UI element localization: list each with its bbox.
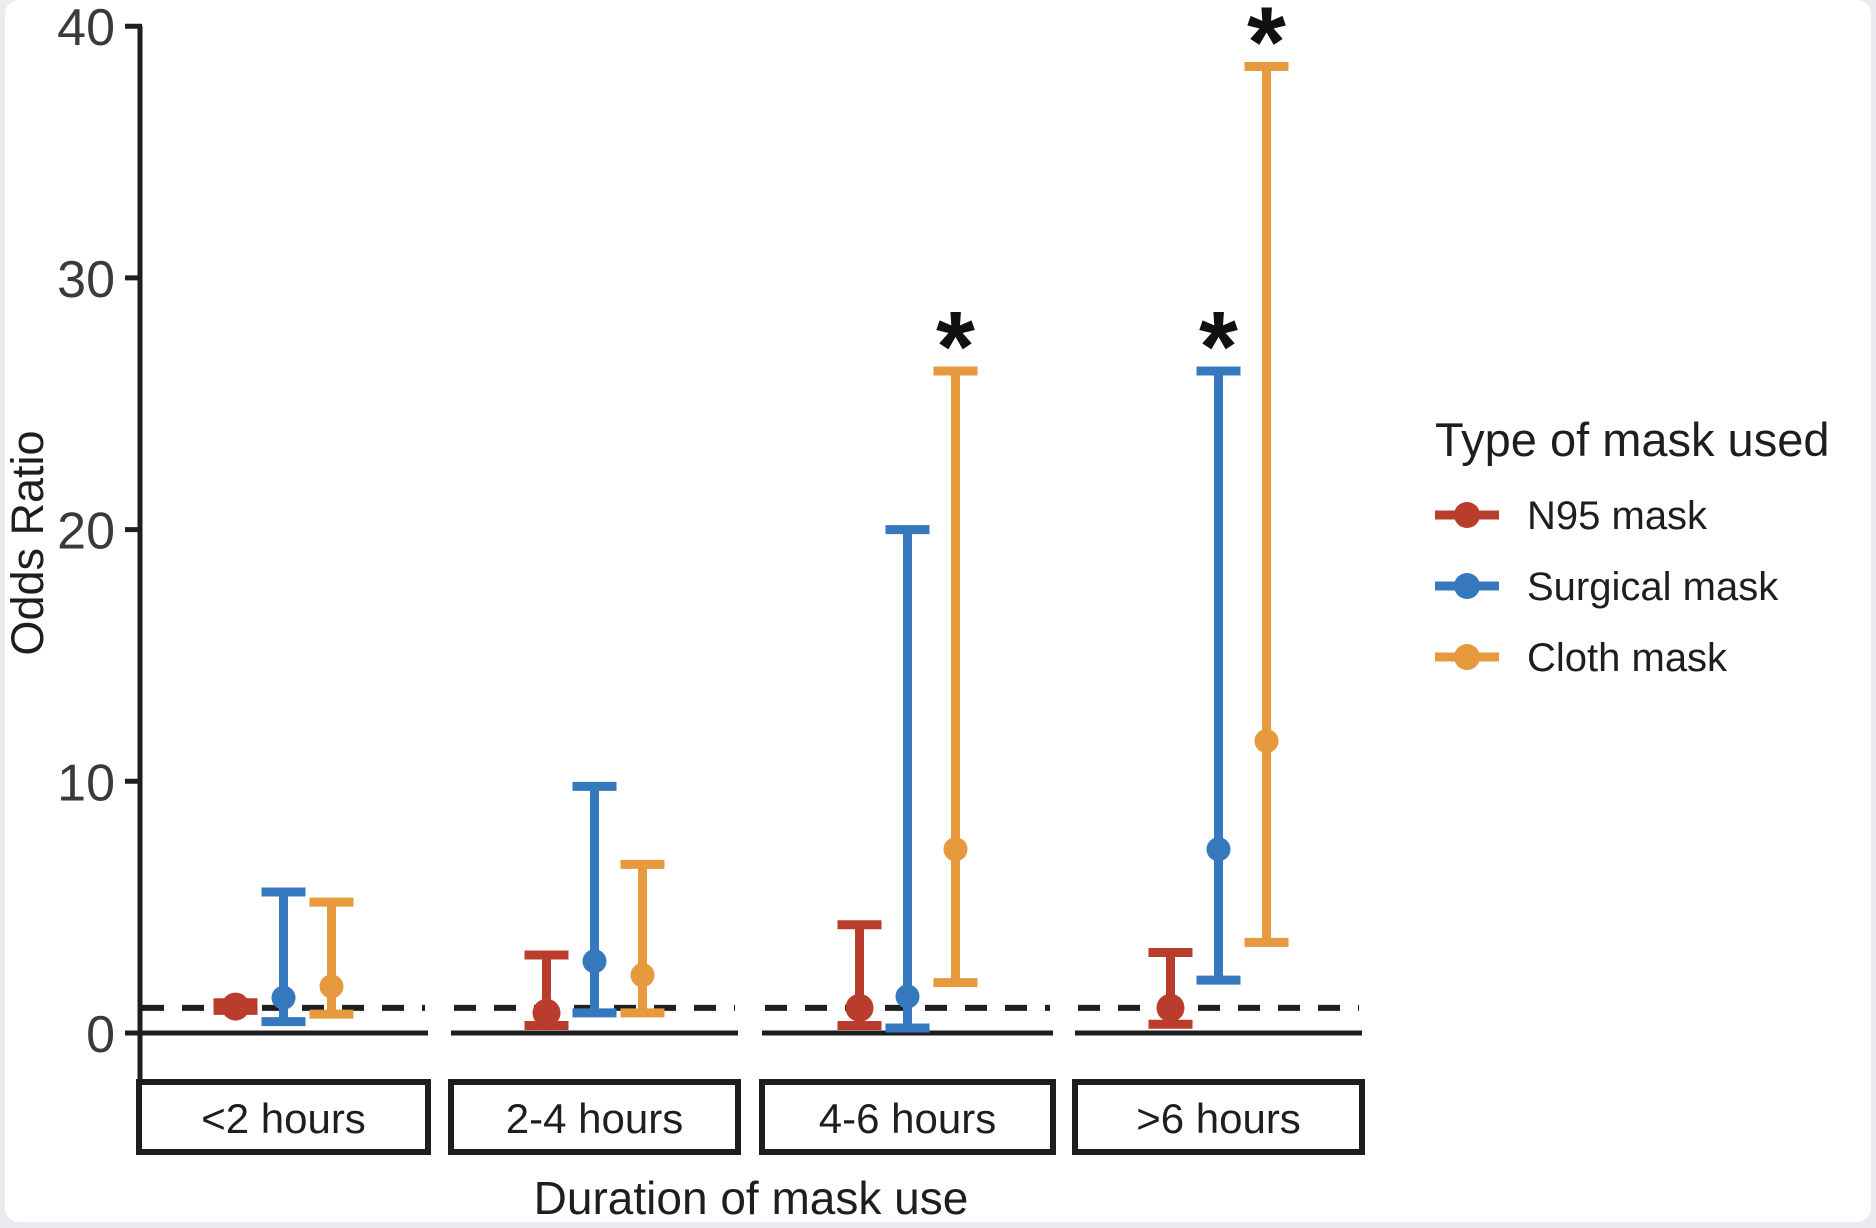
point-estimate-dot	[845, 993, 874, 1022]
point-estimate-dot	[221, 992, 250, 1021]
legend-item-label: N95 mask	[1527, 494, 1708, 538]
significance-asterisk: *	[1247, 0, 1286, 98]
significance-asterisk: *	[936, 291, 975, 403]
point-estimate-dot	[1206, 837, 1231, 862]
point-estimate-dot	[943, 837, 968, 862]
point-estimate-dot	[532, 998, 561, 1027]
point-estimate-dot	[319, 974, 344, 999]
facet-strip-label: >6 hours	[1136, 1095, 1301, 1142]
point-estimate-dot	[1156, 993, 1185, 1022]
legend-items: N95 mask Surgical mask Cloth mask	[1435, 494, 1779, 680]
facet-strip-label: 2-4 hours	[506, 1095, 683, 1142]
figure-card: <2 hours 2-4 hours 4-6 hours >6 hours 0 10 20…	[5, 0, 1871, 1224]
point-estimate-dot	[1254, 729, 1279, 754]
facet-strip-label: <2 hours	[201, 1095, 366, 1142]
y-axis-tick-label: 30	[57, 251, 115, 309]
legend-item-label: Surgical mask	[1527, 565, 1779, 609]
x-axis-title: Duration of mask use	[534, 1172, 969, 1224]
facet-strip-box	[1072, 1079, 1365, 1155]
y-axis-tick-label: 0	[86, 1006, 115, 1064]
error-bars-layer: * * *	[213, 0, 1289, 1033]
point-estimate-dot	[895, 984, 920, 1009]
legend-marker-dot	[1454, 644, 1480, 670]
facet-strip-label: 4-6 hours	[819, 1095, 996, 1142]
y-axis-tick-label: 20	[57, 503, 115, 561]
y-axis-title: Odds Ratio	[5, 430, 53, 655]
y-axis-tick-label: 40	[57, 0, 115, 57]
odds-ratio-forest-plot: <2 hours 2-4 hours 4-6 hours >6 hours 0 10 20…	[5, 0, 1829, 1224]
legend: Type of mask used N95 mask Surgical mask C…	[1435, 413, 1829, 680]
y-axis-tick-label: 10	[57, 754, 115, 812]
facet-strip-box	[136, 1079, 431, 1155]
legend-marker-dot	[1454, 573, 1480, 599]
legend-marker-dot	[1454, 502, 1480, 528]
point-estimate-dot	[630, 963, 655, 988]
point-estimate-dot	[582, 949, 607, 974]
y-axis-layer: 0 10 20 30 40	[57, 0, 143, 1082]
point-estimate-dot	[271, 985, 296, 1010]
facet-strip-box	[759, 1079, 1056, 1155]
legend-title: Type of mask used	[1435, 413, 1829, 466]
facet-panels-layer: <2 hours 2-4 hours 4-6 hours >6 hours	[136, 1004, 1365, 1155]
significance-asterisk: *	[1199, 291, 1238, 403]
legend-item-label: Cloth mask	[1527, 636, 1728, 680]
facet-strip-box	[448, 1079, 741, 1155]
